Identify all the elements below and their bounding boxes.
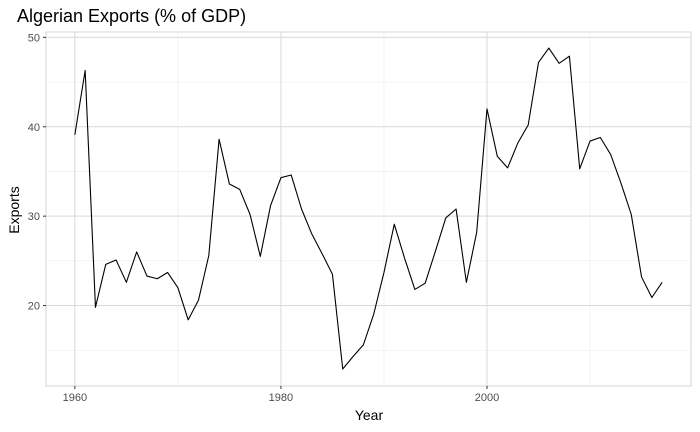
y-axis-label: Exports	[6, 186, 22, 234]
chart-title: Algerian Exports (% of GDP)	[17, 6, 247, 26]
plot-panel-border	[45, 31, 692, 387]
y-tick-label: 30	[28, 211, 40, 223]
y-tick-label: 50	[28, 32, 40, 44]
y-tick-label: 20	[28, 301, 40, 313]
x-tick-label: 2000	[475, 392, 499, 404]
x-tick-label: 1960	[63, 392, 87, 404]
exports-series-line	[74, 47, 663, 370]
x-axis-label: Year	[354, 407, 384, 423]
x-tick-label: 1980	[269, 392, 293, 404]
y-tick-label: 40	[28, 122, 40, 134]
